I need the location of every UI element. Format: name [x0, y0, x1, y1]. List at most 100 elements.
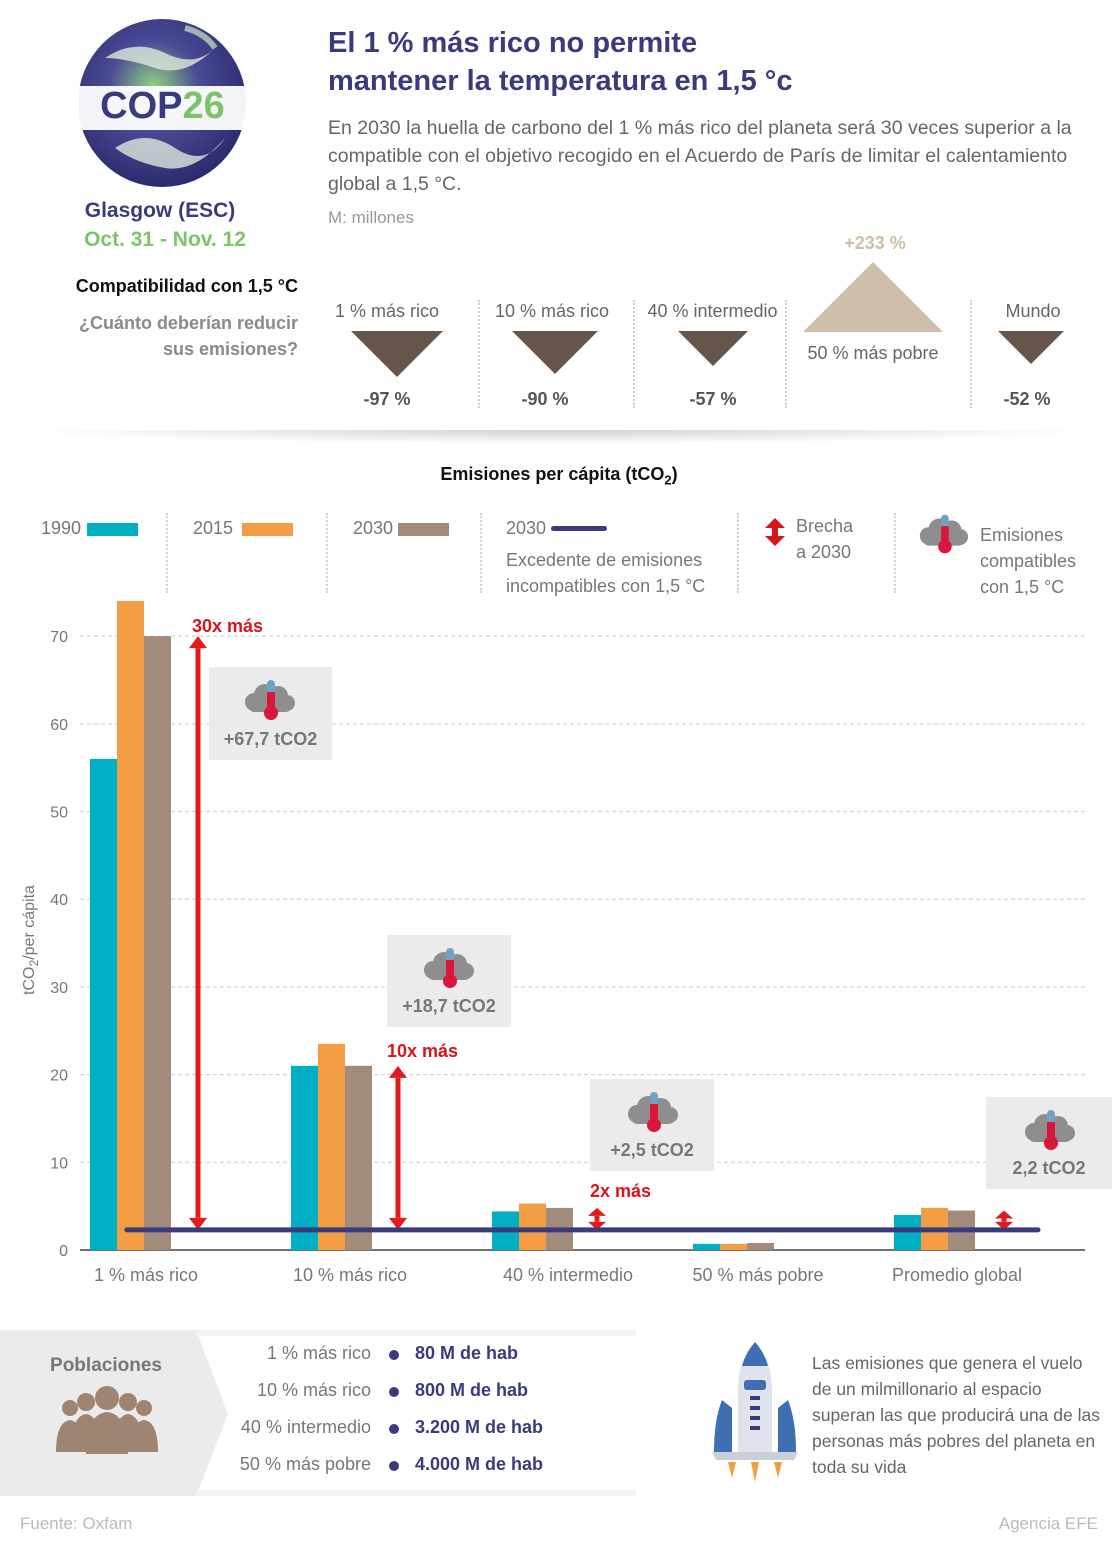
title-line-1: El 1 % más rico no permite	[328, 27, 698, 59]
x-tick-label: 10 % más rico	[293, 1265, 407, 1285]
bar-2015	[519, 1203, 546, 1250]
compat-label-top1: 1 % más rico	[334, 301, 440, 321]
logo-number: 26	[182, 85, 225, 127]
gap-arrow-head	[588, 1207, 606, 1216]
rocket-icon	[712, 1342, 798, 1482]
population-label: 50 % más pobre	[239, 1454, 371, 1474]
annotation-value: +67,7 tCO2	[223, 729, 318, 749]
compat-heading: Compatibilidad con 1,5 °C	[75, 276, 298, 296]
source: Fuente: Oxfam	[20, 1514, 133, 1533]
legend-2030-swatch	[398, 523, 449, 536]
subtitle: En 2030 la huella de carbono del 1 % más…	[328, 117, 1072, 195]
legend-1990-label: 1990	[41, 518, 82, 538]
legend-gap-2: a 2030	[796, 542, 852, 562]
compat-label-bottom50: 50 % más pobre	[807, 343, 939, 363]
section-divider	[20, 430, 1100, 444]
cloud-thermometer-icon	[914, 512, 972, 556]
x-tick-label: 1 % más rico	[94, 1265, 198, 1285]
gap-arrow-shaft	[594, 1215, 600, 1222]
population-value: 3.200 M de hab	[415, 1417, 544, 1437]
legend-line-desc-2: incompatibles con 1,5 °C	[506, 576, 706, 596]
location: Glasgow (ESC)	[84, 199, 236, 222]
y-tick-label: 70	[50, 629, 68, 646]
population-value: 800 M de hab	[415, 1380, 529, 1400]
legend-compatible: Emisiones compatibles con 1,5 °C	[980, 522, 1076, 600]
gap-arrow-shaft	[395, 1077, 401, 1218]
gap-arrow-head	[588, 1221, 606, 1230]
logo-cop: COP	[100, 85, 183, 127]
legend-divider	[480, 513, 482, 593]
legend-1990-swatch	[87, 523, 138, 536]
legend-line-year: 2030	[506, 518, 547, 538]
population-value: 80 M de hab	[415, 1343, 519, 1363]
legend-divider	[737, 513, 739, 593]
x-tick-label: 50 % más pobre	[692, 1265, 823, 1285]
compat-value-middle40: -57 %	[689, 389, 737, 409]
y-tick-label: 50	[50, 805, 68, 822]
compat-label-world: Mundo	[1005, 301, 1061, 321]
gap-arrow-icon	[765, 518, 785, 546]
gap-arrow-head	[189, 1217, 207, 1230]
units-note: M: millones	[328, 208, 414, 227]
gap-arrow-head	[389, 1065, 407, 1078]
legend-divider	[894, 513, 896, 593]
bar-2030	[747, 1242, 774, 1250]
population-value: 4.000 M de hab	[415, 1454, 544, 1474]
y-tick-label: 60	[50, 717, 68, 734]
annotation-box: +18,7 tCO2	[387, 935, 511, 1027]
annotation-box: +67,7 tCO2	[209, 667, 332, 760]
legend-2015-swatch	[242, 523, 293, 536]
cloud-thermometer-icon	[418, 945, 478, 991]
x-tick-label: 40 % intermedio	[503, 1265, 633, 1285]
compat-question-line-1: ¿Cuánto deberían reducir	[78, 313, 298, 333]
gap-arrow-head	[189, 636, 207, 649]
gap-label: 10x más	[387, 1041, 459, 1061]
triangle-down-icon	[678, 331, 748, 366]
bar-2030	[144, 636, 171, 1250]
agency: Agencia EFE	[998, 1514, 1098, 1533]
legend-divider	[166, 513, 168, 593]
population-label: 40 % intermedio	[240, 1417, 371, 1437]
bar-1990	[291, 1065, 318, 1250]
legend-2015-label: 2015	[193, 518, 234, 538]
cop26-logo: COP26	[65, 8, 260, 193]
bar-1990	[693, 1243, 720, 1250]
compat-question: ¿Cuánto deberían reducir sus emisiones?	[20, 310, 298, 362]
gap-arrow-shaft	[1001, 1218, 1007, 1222]
annotation-box: 2,2 tCO2	[986, 1097, 1112, 1189]
bar-1990	[894, 1214, 921, 1250]
annotation-value: 2,2 tCO2	[1012, 1158, 1086, 1178]
annotation-box: +2,5 tCO2	[590, 1079, 714, 1171]
cloud-thermometer-icon	[622, 1089, 682, 1135]
compat-divider	[633, 300, 635, 408]
cloud-thermometer-icon	[1019, 1107, 1079, 1153]
compat-label-top10: 10 % más rico	[494, 301, 610, 321]
populations-title: Poblaciones	[50, 1355, 162, 1376]
population-label: 10 % más rico	[256, 1380, 371, 1400]
bullet-dot	[389, 1424, 399, 1434]
x-tick-label: Promedio global	[892, 1265, 1022, 1285]
globe-icon	[65, 19, 260, 187]
compat-divider	[478, 300, 480, 408]
cloud-thermometer-icon	[239, 677, 299, 723]
gap-label: 2x más	[590, 1181, 652, 1201]
gap-arrow-head	[389, 1217, 407, 1230]
annotation-value: +2,5 tCO2	[610, 1140, 694, 1160]
bullet-dot	[389, 1350, 399, 1360]
dates: Oct. 31 - Nov. 12	[84, 228, 246, 251]
legend-gap: Brecha a 2030	[796, 513, 853, 565]
bullet-dot	[389, 1387, 399, 1397]
annotation-value: +18,7 tCO2	[402, 996, 496, 1016]
gap-arrow-shaft	[195, 648, 201, 1218]
bar-2015	[117, 601, 144, 1250]
rocket-note: Las emisiones que genera el vuelo de un …	[812, 1353, 1100, 1477]
bar-2015	[318, 1043, 345, 1250]
compat-question-line-2: sus emisiones?	[162, 339, 298, 359]
bar-2015	[720, 1243, 747, 1250]
legend-divider	[326, 513, 328, 593]
compat-value-top10: -90 %	[521, 389, 569, 409]
compat-divider	[785, 300, 787, 408]
populations-panel	[0, 1330, 636, 1496]
compat-value-bottom50: +233 %	[844, 233, 906, 253]
legend-compat-2: compatibles	[980, 551, 1077, 571]
